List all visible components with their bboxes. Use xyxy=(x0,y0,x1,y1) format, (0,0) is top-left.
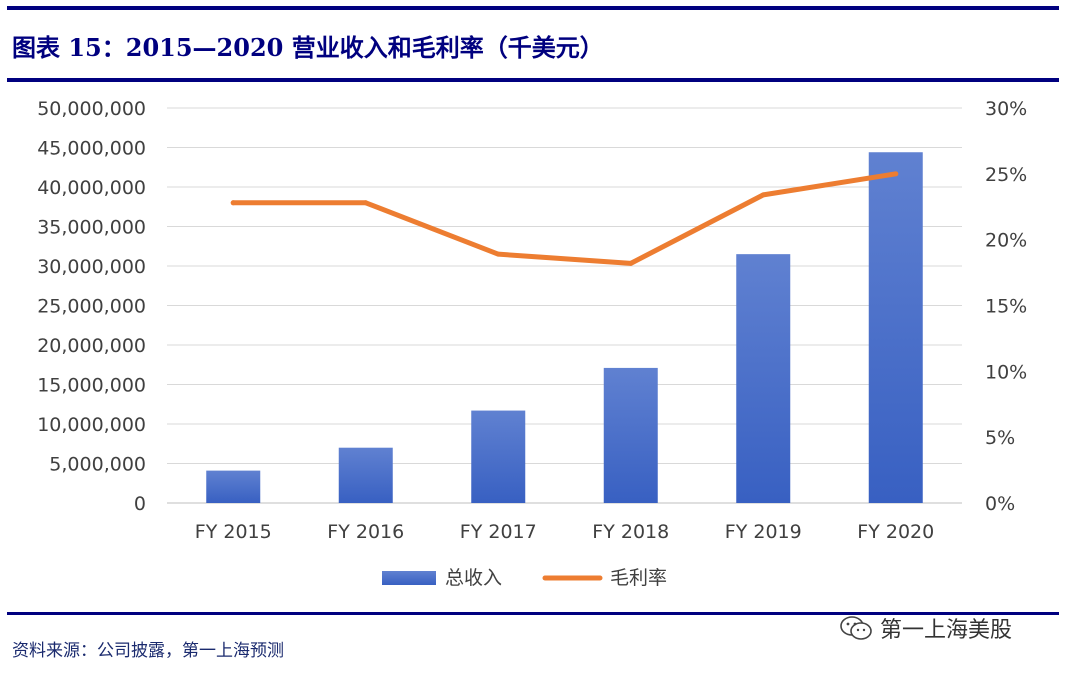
y-left-tick-label: 5,000,000 xyxy=(49,454,146,476)
x-tick-label: FY 2019 xyxy=(725,521,802,543)
gross-margin-point xyxy=(363,200,369,206)
y-left-tick-label: 0 xyxy=(134,493,146,515)
chart-title: 图表 15：2015—2020 营业收入和毛利率（千美元） xyxy=(12,33,604,62)
top-rule xyxy=(7,6,1059,10)
source-note: 资料来源：公司披露，第一上海预测 xyxy=(12,641,284,661)
y-right-tick-label: 10% xyxy=(985,361,1027,383)
revenue-bar xyxy=(471,410,526,503)
legend-bar-swatch xyxy=(382,571,436,585)
x-tick-label: FY 2015 xyxy=(195,521,272,543)
watermark-text: 第一上海美股 xyxy=(880,618,1013,643)
y-left-tick-label: 35,000,000 xyxy=(37,217,146,239)
gross-margin-point xyxy=(628,260,634,266)
watermark: 第一上海美股 xyxy=(838,612,1012,644)
gross-margin-point xyxy=(760,192,766,198)
x-tick-label: FY 2016 xyxy=(327,521,404,543)
y-left-tick-label: 45,000,000 xyxy=(37,138,146,160)
x-tick-label: FY 2018 xyxy=(592,521,669,543)
revenue-margin-chart: 0 5,000,000 10,000,000 15,000,000 20,000,000… xyxy=(37,98,1027,589)
legend-label-margin: 毛利率 xyxy=(610,567,667,589)
y-left-tick-label: 10,000,000 xyxy=(37,414,146,436)
revenue-bar xyxy=(603,367,658,503)
y-left-tick-label: 40,000,000 xyxy=(37,177,146,199)
title-underline xyxy=(7,78,1059,82)
wechat-icon xyxy=(840,616,872,640)
y-left-tick-label: 50,000,000 xyxy=(37,98,146,120)
gross-margin-point xyxy=(230,200,236,206)
y-right-tick-label: 0% xyxy=(985,493,1015,515)
revenue-bar xyxy=(338,447,393,503)
y-left-tick-label: 30,000,000 xyxy=(37,256,146,278)
legend-label-revenue: 总收入 xyxy=(445,567,502,589)
y-right-tick-label: 25% xyxy=(985,164,1027,186)
y-right-tick-label: 5% xyxy=(985,427,1015,449)
gross-margin-point xyxy=(495,251,501,257)
y-right-tick-label: 30% xyxy=(985,98,1027,120)
y-left-tick-label: 25,000,000 xyxy=(37,296,146,318)
footer-rule xyxy=(7,612,1059,615)
gross-margin-point xyxy=(893,171,899,177)
revenue-bar xyxy=(736,254,791,503)
y-right-tick-label: 15% xyxy=(985,296,1027,318)
revenue-bar xyxy=(206,470,261,503)
revenue-bar xyxy=(868,152,923,504)
y-left-tick-label: 20,000,000 xyxy=(37,335,146,357)
gross-margin-line xyxy=(230,171,899,266)
y-right-tick-label: 20% xyxy=(985,230,1027,252)
x-tick-label: FY 2017 xyxy=(460,521,537,543)
y-left-tick-label: 15,000,000 xyxy=(37,375,146,397)
x-tick-label: FY 2020 xyxy=(857,521,934,543)
